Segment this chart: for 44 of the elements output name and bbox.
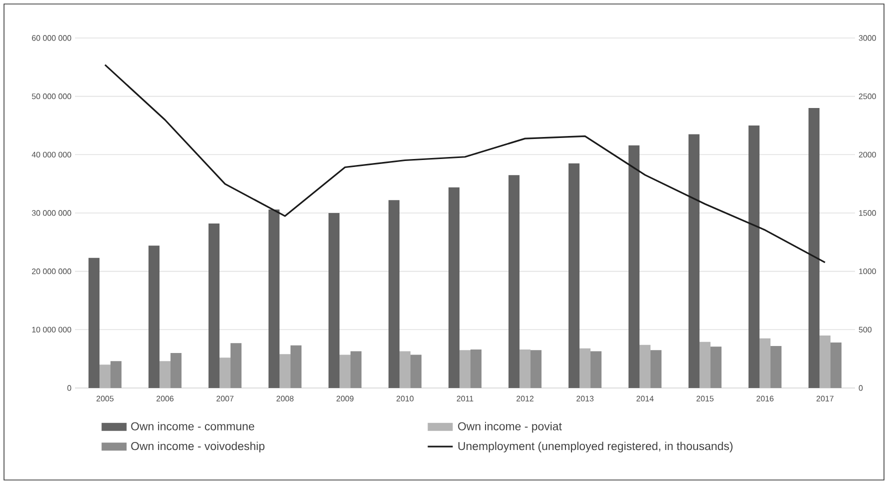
bar (710, 346, 722, 388)
bar (830, 342, 842, 388)
bar (508, 175, 520, 388)
bar (530, 350, 542, 388)
bar (230, 343, 242, 388)
bar (208, 223, 220, 388)
bar (100, 364, 111, 388)
bar (88, 258, 100, 388)
bar (280, 354, 291, 388)
legend-label: Own income - commune (131, 422, 254, 430)
bar (328, 212, 340, 388)
bar (748, 125, 760, 388)
bar (688, 134, 700, 388)
legend-label: Own income - voivodeship (131, 442, 264, 452)
bar (350, 351, 362, 388)
bar (470, 349, 482, 388)
bar (628, 145, 640, 388)
bar (160, 361, 171, 388)
bar (640, 344, 651, 388)
bar (590, 351, 602, 388)
bar (770, 346, 782, 388)
bar (410, 354, 422, 388)
bar (650, 350, 662, 388)
bar (460, 350, 471, 388)
bar (808, 108, 820, 388)
bar (148, 246, 160, 388)
legend-label: Own income - poviat (458, 422, 562, 433)
bar (290, 345, 302, 388)
bar (700, 342, 711, 388)
bar (110, 361, 122, 388)
bar (388, 200, 400, 388)
bar (568, 163, 580, 388)
legend-label: Unemployment (unemployed registered, in thousands) (458, 442, 733, 452)
bar (520, 349, 531, 388)
bar (170, 352, 182, 388)
line-series (104, 64, 826, 264)
bar (760, 338, 771, 388)
bar (820, 335, 831, 388)
bar (340, 354, 351, 388)
bar (448, 187, 460, 388)
bar (580, 348, 591, 388)
bar (400, 351, 411, 388)
bar (268, 209, 280, 388)
bar (220, 358, 231, 388)
